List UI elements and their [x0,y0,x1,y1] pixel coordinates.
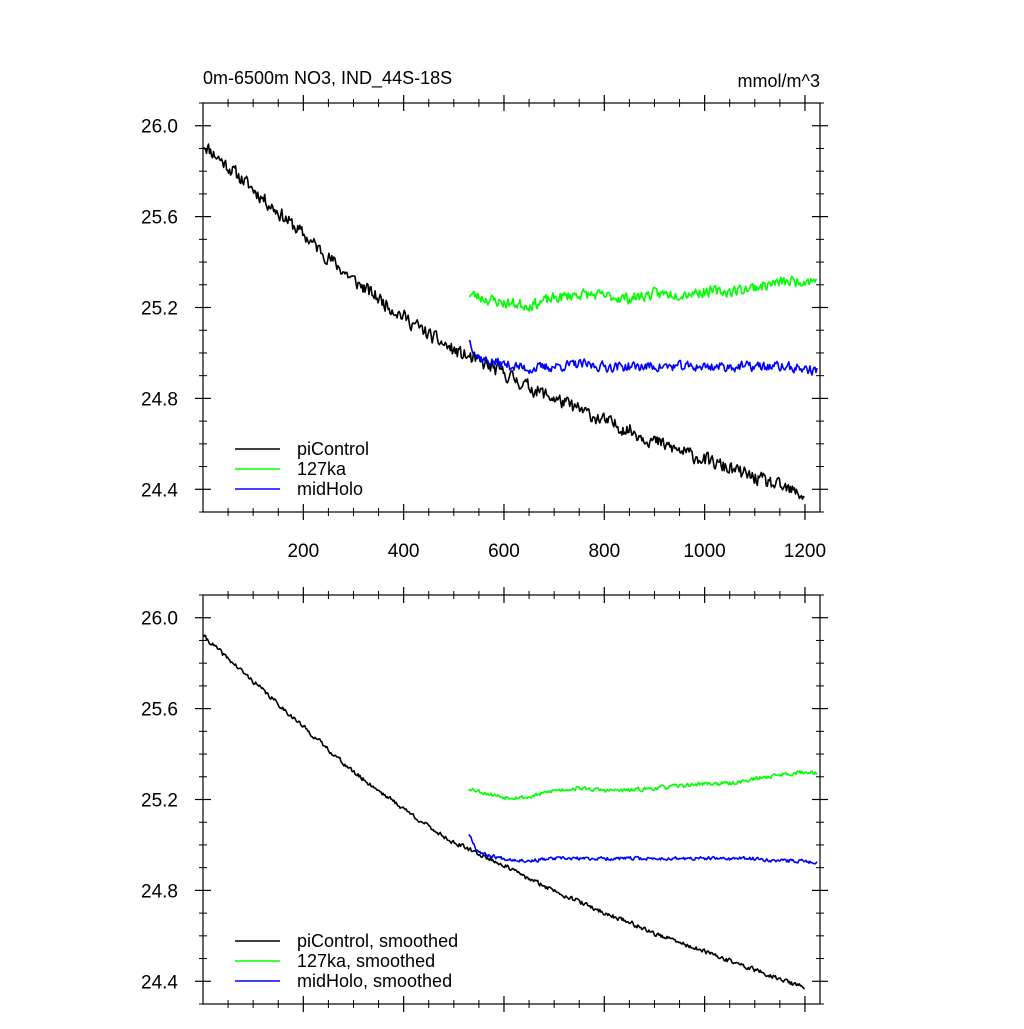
y-tick-label: 25.2 [141,791,178,812]
legend-label: midHolo, smoothed [297,971,452,991]
legend-label: 127ka, smoothed [297,951,435,971]
legend-label: 127ka [297,459,347,479]
x-tick-label: 1200 [784,541,826,562]
x-tick-label: 200 [287,541,319,562]
y-tick-label: 24.4 [141,972,178,993]
x-tick-label: 800 [588,541,620,562]
y-tick-label: 24.8 [141,881,178,902]
series-line-picontrol [202,634,806,990]
chart-title: 0m-6500m NO3, IND_44S-18S [203,68,452,89]
units-label: mmol/m^3 [738,71,820,91]
series-line-midholo [468,339,818,376]
y-tick-label: 24.4 [141,480,178,501]
plot-frame [202,594,821,1005]
x-tick-label: 1000 [683,541,725,562]
y-tick-label: 25.6 [141,700,178,721]
x-tick-label: 600 [488,541,520,562]
x-tick-label: 400 [388,541,420,562]
y-tick-label: 24.8 [141,389,178,410]
series-line-midholo [468,833,818,865]
legend-label: piControl [297,439,369,459]
y-tick-label: 25.2 [141,299,178,320]
y-tick-label: 25.6 [141,208,178,229]
series-line-picontrol [202,143,805,500]
y-tick-label: 26.0 [141,117,178,138]
y-tick-label: 26.0 [141,609,178,630]
bottom-panel: 24.4 24.8 25.2 25.6 26.0 piControl, smoothed1… [141,587,828,1012]
legend-label: piControl, smoothed [297,931,458,951]
legend-label: midHolo [297,479,363,499]
plot-frame [202,102,821,513]
series-line-127ka [468,770,818,801]
series-line-127ka [468,275,818,312]
top-panel: 24.4 24.8 25.2 25.6 26.0 200 400 600 800 1000 1200… [141,95,828,562]
